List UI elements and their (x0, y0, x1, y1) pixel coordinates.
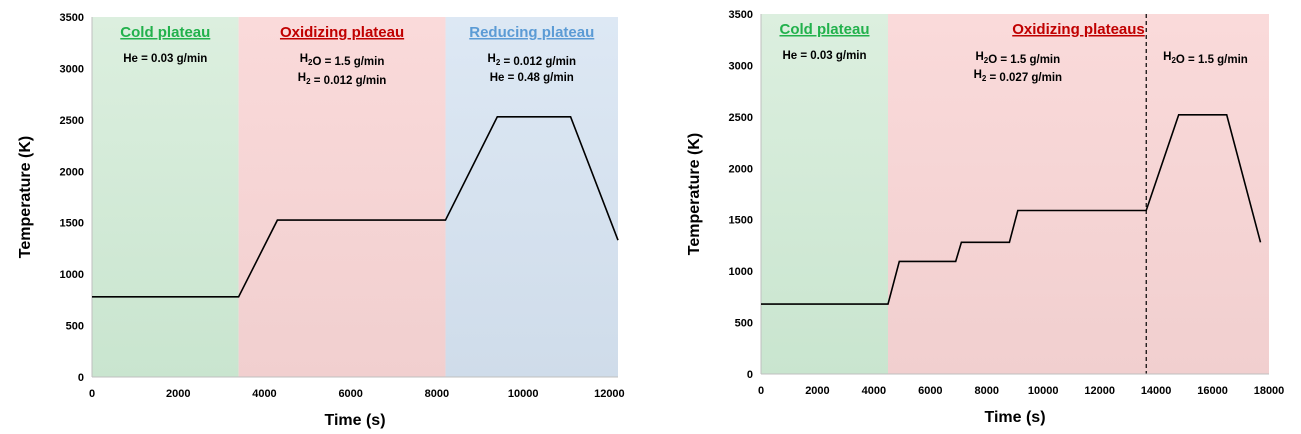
y-tick-label: 3000 (729, 60, 753, 72)
y-tick-label: 3500 (729, 9, 753, 21)
y-tick-label: 0 (78, 372, 84, 384)
x-tick-label: 6000 (338, 388, 362, 400)
region-annotation: He = 0.03 g/min (782, 50, 866, 62)
flow-annotation: H2O = 1.5 g/min (1163, 51, 1248, 66)
x-tick-label: 4000 (862, 385, 886, 397)
region-band (92, 17, 239, 377)
x-tick-label: 0 (758, 385, 764, 397)
y-tick-label: 1000 (60, 269, 84, 281)
x-tick-label: 12000 (594, 388, 625, 400)
region-band (445, 17, 618, 377)
y-tick-label: 1500 (729, 215, 753, 227)
y-tick-label: 500 (735, 318, 753, 330)
y-tick-label: 0 (747, 369, 753, 381)
x-tick-label: 8000 (975, 385, 999, 397)
region-title: Oxidizing plateau (280, 24, 404, 41)
x-tick-label: 0 (89, 388, 95, 400)
y-axis-title: Temperature (K) (17, 136, 34, 258)
y-tick-label: 2000 (729, 163, 753, 175)
y-tick-label: 2000 (60, 166, 84, 178)
region-annotation: He = 0.03 g/min (123, 53, 207, 65)
x-tick-label: 6000 (918, 385, 942, 397)
x-tick-label: 2000 (166, 388, 190, 400)
region-annotation: H2O = 1.5 g/min (300, 53, 385, 68)
region-band (888, 14, 1269, 374)
y-tick-label: 1000 (729, 266, 753, 278)
x-tick-label: 14000 (1141, 385, 1172, 397)
x-tick-label: 10000 (508, 388, 539, 400)
x-tick-label: 2000 (805, 385, 829, 397)
x-tick-label: 8000 (425, 388, 449, 400)
region-band (238, 17, 446, 377)
region-title: Cold plateau (120, 24, 210, 41)
x-tick-label: 12000 (1084, 385, 1115, 397)
x-tick-label: 10000 (1028, 385, 1059, 397)
flow-annotation: H2 = 0.027 g/min (974, 69, 1063, 84)
x-axis-title: Time (s) (324, 412, 385, 429)
region-annotation: H2 = 0.012 g/min (298, 72, 387, 87)
y-tick-label: 3500 (60, 12, 84, 24)
y-tick-label: 500 (66, 321, 84, 333)
chart-1: Cold plateau He = 0.03 g/min Oxidizing pla… (17, 12, 625, 429)
flow-annotation: H2O = 1.5 g/min (975, 51, 1060, 66)
x-axis-title: Time (s) (984, 409, 1045, 426)
temperature-series-line (761, 114, 1262, 305)
x-tick-label: 4000 (252, 388, 276, 400)
region-title: Reducing plateau (469, 24, 594, 41)
region-annotation: H2 = 0.012 g/min (488, 53, 577, 68)
x-tick-label: 18000 (1254, 385, 1285, 397)
region-title: Oxidizing plateaus (1012, 21, 1145, 38)
y-tick-label: 2500 (60, 115, 84, 127)
region-band (761, 14, 888, 374)
region-annotation: He = 0.48 g/min (490, 72, 574, 84)
x-tick-label: 16000 (1197, 385, 1228, 397)
y-tick-label: 1500 (60, 218, 84, 230)
region-title: Cold plateau (779, 21, 869, 38)
temperature-series-line (92, 116, 619, 298)
chart-2: Cold plateau He = 0.03 g/min Oxidizing pla… (686, 9, 1284, 426)
y-tick-label: 2500 (729, 112, 753, 124)
y-tick-label: 3000 (60, 63, 84, 75)
y-axis-title: Temperature (K) (686, 133, 703, 255)
